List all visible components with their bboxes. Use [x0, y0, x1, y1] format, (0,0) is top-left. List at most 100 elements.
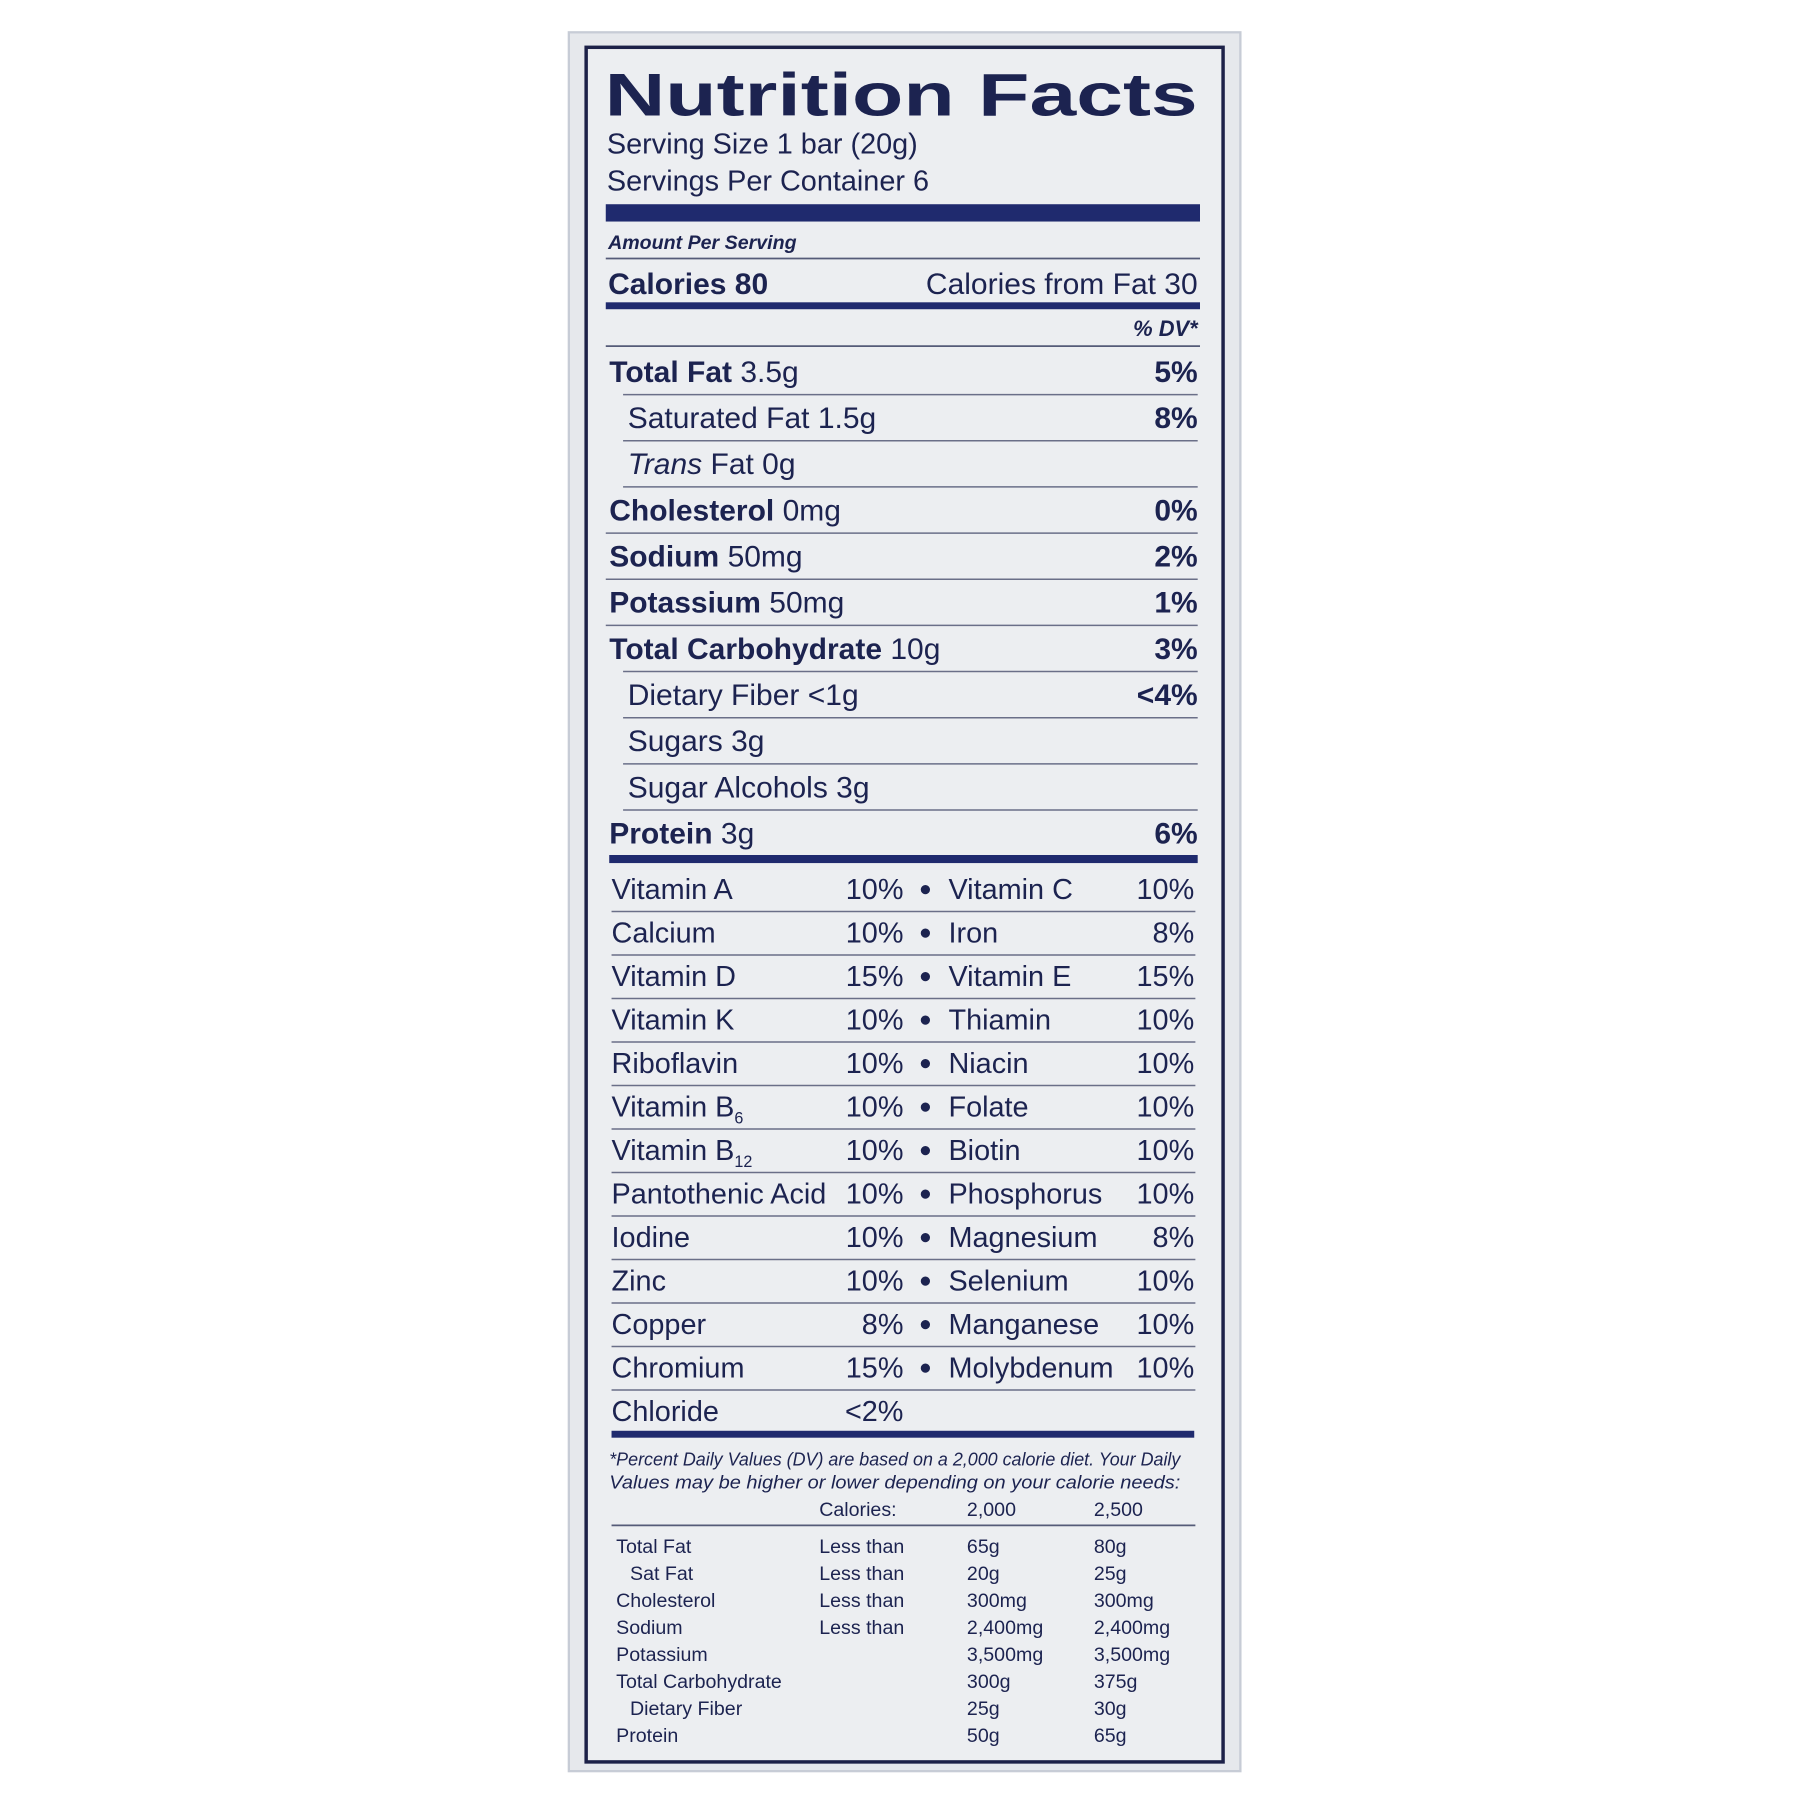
- vitamin-name: Riboflavin: [612, 1048, 739, 1080]
- dv-table-nutrient: Dietary Fiber: [630, 1698, 743, 1720]
- vitamin-label: Molybdenum: [948, 1352, 1113, 1384]
- dv-table-qualifier: Less than: [819, 1563, 904, 1585]
- vitamin-dv: 10%: [1137, 1004, 1195, 1036]
- nutrient-dv: <4%: [1137, 679, 1198, 712]
- dv-table-value: 30g: [1094, 1698, 1127, 1720]
- vitamin-dv: 10%: [1137, 1048, 1195, 1080]
- bullet: [920, 885, 930, 895]
- nutrient-row: Total Carbohydrate 10g: [609, 633, 940, 666]
- vitamin-label: Chromium: [612, 1352, 745, 1384]
- nutrient-row: Potassium 50mg: [609, 587, 844, 620]
- vitamin-dv: 10%: [1137, 1178, 1195, 1210]
- dv-table-value: 2,400mg: [1094, 1617, 1170, 1639]
- dv-table-value: 25g: [1094, 1563, 1127, 1585]
- vitamin-dv: 10%: [846, 1178, 904, 1210]
- nutrient-name: Sugar Alcohols: [628, 771, 828, 804]
- dv-table-value: 300g: [967, 1671, 1011, 1693]
- vitamin-name: Niacin: [948, 1048, 1028, 1080]
- dv-table-header: 2,000: [967, 1499, 1016, 1521]
- vitamin-dv: 8%: [1153, 917, 1195, 949]
- dv-table-value: 80g: [1094, 1536, 1127, 1558]
- nutrient-dv: 0%: [1154, 494, 1197, 527]
- vitamin-name: Vitamin B12: [612, 1135, 753, 1171]
- nutrient-row: Saturated Fat 1.5g: [628, 402, 877, 435]
- vitamin-dv: 10%: [1137, 1135, 1195, 1167]
- vitamin-label: Riboflavin: [612, 1048, 739, 1080]
- vitamin-dv: 10%: [1137, 1309, 1195, 1341]
- vitamin-dv: 10%: [1137, 1352, 1195, 1384]
- nutrient-name: Protein: [609, 817, 712, 850]
- vitamin-label: Vitamin A: [612, 874, 734, 906]
- nutrient-row: Sugars 3g: [628, 725, 765, 758]
- vitamin-dv: <2%: [845, 1396, 904, 1428]
- dv-table-nutrient: Sat Fat: [630, 1563, 694, 1585]
- nutrient-amount: 3g: [731, 725, 764, 758]
- bullet: [920, 1059, 930, 1069]
- vitamin-dv: 10%: [846, 1265, 904, 1297]
- nutrient-amount: <1g: [808, 679, 859, 712]
- nutrient-dv: 5%: [1154, 356, 1197, 389]
- nutrient-row: Dietary Fiber <1g: [628, 679, 859, 712]
- vitamin-label: Pantothenic Acid: [612, 1178, 827, 1210]
- vitamin-name: Vitamin A: [612, 874, 734, 906]
- dv-table-nutrient: Sodium: [616, 1617, 683, 1639]
- dv-table-value: 3,500mg: [1094, 1644, 1170, 1666]
- nutrient-dv: 3%: [1154, 633, 1197, 666]
- nutrient-name: Potassium: [609, 587, 761, 620]
- label-border: [584, 45, 1225, 1764]
- vitamin-label: Iron: [948, 917, 998, 949]
- vitamin-label: Folate: [948, 1091, 1028, 1123]
- medium-rule: [611, 1430, 1195, 1438]
- nutrient-amount: 3g: [836, 771, 869, 804]
- medium-rule: [609, 855, 1198, 864]
- vitamin-dv: 10%: [846, 1135, 904, 1167]
- vitamin-label: Vitamin C: [948, 874, 1072, 906]
- serving-size: Serving Size 1 bar (20g): [607, 128, 918, 160]
- vitamin-label: Magnesium: [948, 1222, 1097, 1254]
- nutrient-amount: 10g: [890, 633, 940, 666]
- nutrient-row: Total Fat 3.5g: [609, 356, 799, 389]
- vitamin-dv: 10%: [846, 1004, 904, 1036]
- nutrient-row: Sodium 50mg: [609, 541, 802, 574]
- vitamin-label: Calcium: [612, 917, 716, 949]
- nutrient-name: Dietary Fiber: [628, 679, 800, 712]
- nutrient-dv: 6%: [1154, 817, 1197, 850]
- vitamin-label: Biotin: [948, 1135, 1020, 1167]
- dv-table-value: 50g: [967, 1725, 1000, 1747]
- vitamin-name: Molybdenum: [948, 1352, 1113, 1384]
- vitamin-label: Chloride: [612, 1396, 719, 1428]
- vitamin-name: Iron: [948, 917, 998, 949]
- vitamin-name: Phosphorus: [948, 1178, 1102, 1210]
- vitamin-name: Pantothenic Acid: [612, 1178, 827, 1210]
- nutrient-dv: 1%: [1154, 587, 1197, 620]
- title: Nutrition Facts: [605, 61, 1198, 128]
- vitamin-dv: 10%: [846, 874, 904, 906]
- dv-table-value: 25g: [967, 1698, 1000, 1720]
- vitamin-name: Calcium: [612, 917, 716, 949]
- vitamin-label: Thiamin: [948, 1004, 1051, 1036]
- thick-rule: [605, 204, 1200, 222]
- dv-table-value: 2,400mg: [967, 1617, 1043, 1639]
- bullet: [920, 1233, 930, 1243]
- vitamin-label: Vitamin B: [612, 1135, 735, 1167]
- vitamin-subscript: 6: [734, 1109, 743, 1127]
- dv-table-qualifier: Less than: [819, 1617, 904, 1639]
- dv-table-nutrient: Cholesterol: [616, 1590, 715, 1612]
- dv-table-value: 65g: [967, 1536, 1000, 1558]
- bullet: [920, 1189, 930, 1199]
- vitamin-dv: 10%: [846, 1091, 904, 1123]
- nutrient-amount: 3.5g: [740, 356, 798, 389]
- vitamin-name: Vitamin C: [948, 874, 1072, 906]
- nutrient-amount: 50mg: [769, 587, 844, 620]
- vitamin-dv: 10%: [846, 1222, 904, 1254]
- medium-rule: [605, 302, 1200, 310]
- dv-table-header: 2,500: [1094, 1499, 1143, 1521]
- nutrient-name: Sugars: [628, 725, 723, 758]
- vitamin-dv: 15%: [846, 961, 904, 993]
- vitamin-name: Zinc: [612, 1265, 666, 1297]
- vitamin-name: Iodine: [612, 1222, 691, 1254]
- vitamin-dv: 10%: [1137, 1265, 1195, 1297]
- footnote: Values may be higher or lower depending …: [609, 1471, 1180, 1492]
- nutrient-name: Cholesterol: [609, 494, 774, 527]
